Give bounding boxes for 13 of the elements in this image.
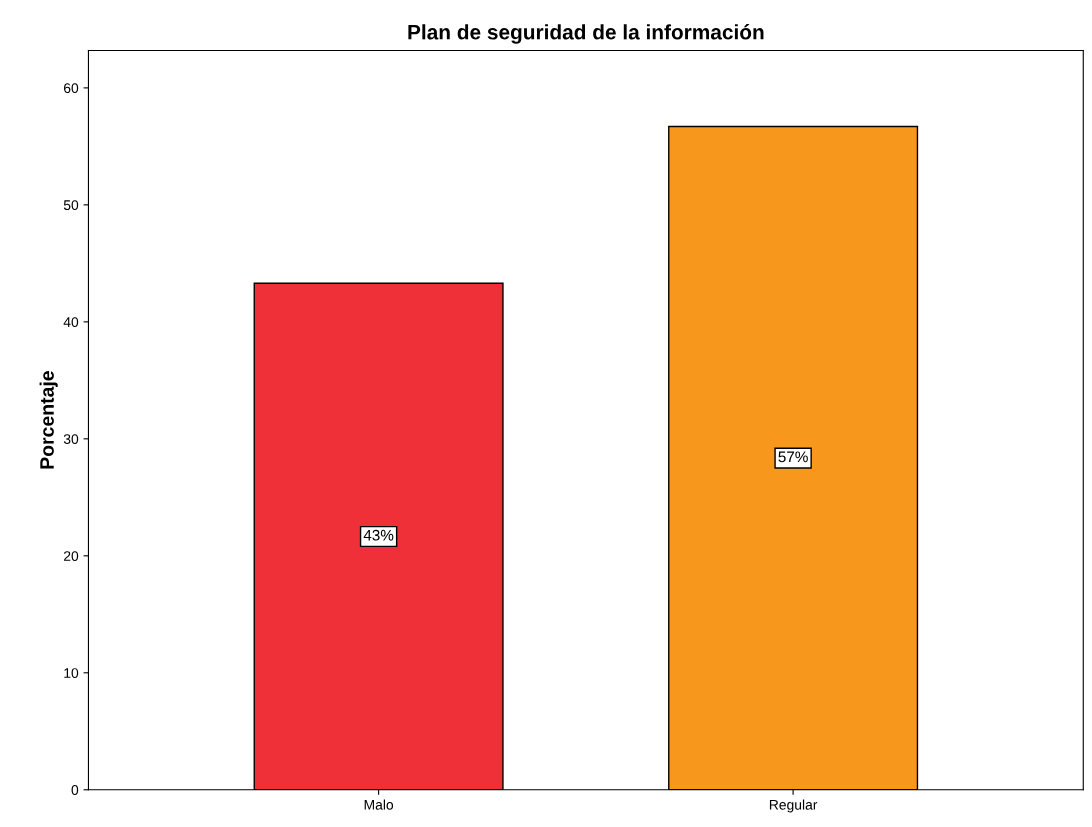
y-tick-label: 30: [63, 434, 79, 444]
y-tick-label: 20: [63, 551, 79, 561]
data-label: 43%: [363, 529, 394, 541]
data-label: 57%: [778, 451, 808, 463]
y-tick-label: 60: [63, 83, 79, 94]
y-tick-label: 0: [71, 785, 79, 795]
y-tick-label: 50: [63, 200, 79, 211]
chart-title: Plan de seguridad de la información: [408, 24, 764, 44]
y-tick-label: 40: [63, 317, 79, 328]
x-tick-label: Regular: [769, 799, 818, 813]
y-tick-label: 10: [64, 668, 79, 678]
y-axis-title: Porcentaje: [39, 371, 58, 469]
x-tick-label: Malo: [364, 799, 394, 810]
